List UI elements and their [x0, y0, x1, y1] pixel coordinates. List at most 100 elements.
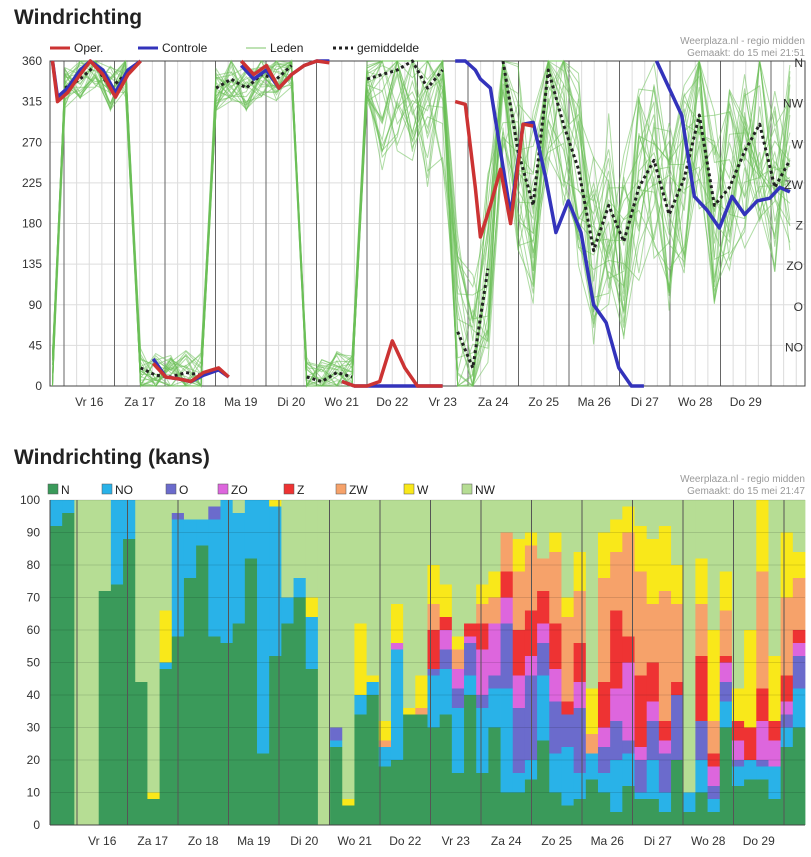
stacked-bar-segment	[792, 630, 806, 643]
stacked-bar-segment	[488, 623, 501, 676]
stacked-bar-segment	[488, 675, 501, 689]
legend-label: Oper.	[74, 41, 103, 55]
stacked-bar-segment	[476, 708, 489, 773]
chart2-ytick-label: 90	[27, 526, 41, 540]
chart1-day-label: Zo 25	[528, 395, 559, 409]
stacked-bar-segment	[610, 610, 623, 689]
stacked-bar-segment	[622, 532, 635, 637]
stacked-bar-segment	[634, 747, 648, 760]
stacked-bar-segment	[390, 649, 404, 760]
legend-label: ZW	[349, 483, 368, 497]
stacked-bar-segment	[500, 500, 514, 533]
stacked-bar-segment	[646, 721, 660, 760]
stacked-bar-segment	[183, 578, 197, 825]
stacked-bar-segment	[464, 643, 477, 676]
chart2-ytick-label: 40	[27, 688, 41, 702]
ensemble-member-line	[52, 59, 791, 387]
chart2-source: Weerplaza.nl - regio midden	[680, 474, 805, 485]
stacked-bar-segment	[634, 571, 648, 676]
chart2-day-label: Di 27	[644, 834, 672, 848]
chart1-ytick-label: 315	[22, 95, 42, 109]
stacked-bar-segment	[597, 773, 611, 793]
stacked-bar-segment	[512, 792, 526, 825]
stacked-bar-segment	[427, 727, 441, 825]
chart1-day-label: Ma 19	[224, 395, 258, 409]
series-line-oper	[50, 59, 534, 388]
stacked-bar-segment	[135, 682, 148, 825]
chart2-ytick-label: 10	[27, 786, 41, 800]
stacked-bar-segment	[415, 500, 428, 676]
ensemble-member-line	[52, 59, 791, 387]
stacked-bar-segment	[354, 714, 368, 825]
stacked-bar-segment	[305, 500, 319, 598]
stacked-bar-segment	[183, 519, 197, 578]
stacked-bar-segment	[731, 500, 745, 689]
stacked-bar-segment	[366, 682, 380, 695]
stacked-bar-segment	[549, 552, 562, 624]
stacked-bar-segment	[488, 500, 501, 572]
stacked-bar-segment	[610, 812, 623, 825]
ensemble-member-line	[52, 59, 791, 388]
stacked-bar-segment	[768, 766, 782, 799]
stacked-bar-segment	[415, 675, 428, 708]
legend-swatch	[461, 483, 473, 495]
stacked-bar-segment	[390, 604, 404, 643]
stacked-bar-segment	[646, 539, 660, 604]
chart2-ytick-label: 0	[33, 818, 40, 832]
stacked-bar-segment	[573, 643, 587, 682]
stacked-bar-segment	[500, 688, 514, 793]
stacked-bar-segment	[756, 571, 769, 689]
stacked-bar-segment	[768, 721, 782, 741]
stacked-bar-segment	[135, 500, 148, 682]
stacked-bar-segment	[658, 721, 672, 741]
stacked-bar-segment	[561, 500, 575, 598]
stacked-bar-segment	[780, 500, 794, 533]
stacked-bar-segment	[695, 792, 708, 825]
chart2-day-label: Wo 21	[338, 834, 373, 848]
stacked-bar-segment	[707, 766, 721, 786]
stacked-bar-segment	[281, 500, 294, 598]
chart1-compass-label: O	[794, 300, 803, 314]
stacked-bar-segment	[707, 630, 721, 721]
chart1-made-stamp: Gemaakt: do 15 mei 21:51	[687, 48, 805, 59]
stacked-bar-segment	[464, 623, 477, 637]
stacked-bar-segment	[597, 727, 611, 747]
chart2-day-label: Za 17	[137, 834, 168, 848]
stacked-bar-segment	[476, 500, 489, 585]
stacked-bar-segment	[330, 747, 343, 825]
stacked-bar-segment	[500, 532, 514, 572]
stacked-bar-segment	[451, 708, 465, 773]
chart2-ytick-label: 80	[27, 558, 41, 572]
legend-swatch	[283, 483, 295, 495]
stacked-bar-segment	[244, 558, 258, 825]
stacked-bar-segment	[683, 500, 696, 793]
stacked-bar-segment	[257, 500, 270, 754]
stacked-bar-segment	[622, 500, 635, 507]
stacked-bar-segment	[634, 526, 648, 572]
chart1-day-label: Di 20	[277, 395, 305, 409]
legend-label: ZO	[231, 483, 248, 497]
stacked-bar-segment	[354, 500, 368, 624]
stacked-bar-segment	[768, 740, 782, 767]
legend-label: O	[179, 483, 188, 497]
stacked-bar-segment	[305, 597, 319, 617]
stacked-bar-segment	[427, 604, 441, 630]
stacked-bar-segment	[658, 740, 672, 754]
stacked-bar-segment	[658, 753, 672, 793]
chart2-day-label: Do 22	[389, 834, 421, 848]
stacked-bar-segment	[719, 662, 733, 682]
stacked-bar-segment	[780, 714, 794, 728]
chart1-day-label: Vr 16	[75, 395, 104, 409]
stacked-bar-segment	[378, 500, 392, 721]
ensemble-member-line	[52, 59, 791, 388]
stacked-bar-segment	[159, 610, 173, 663]
stacked-bar-segment	[610, 688, 623, 721]
stacked-bar-segment	[123, 539, 136, 825]
stacked-bar-segment	[695, 558, 708, 604]
stacked-bar-segment	[537, 623, 550, 643]
chart2-day-label: Ma 26	[591, 834, 625, 848]
legend-label: gemiddelde	[357, 41, 419, 55]
stacked-bar-segment	[585, 753, 599, 780]
stacked-bar-segment	[512, 571, 526, 630]
stacked-bar-segment	[646, 799, 660, 825]
